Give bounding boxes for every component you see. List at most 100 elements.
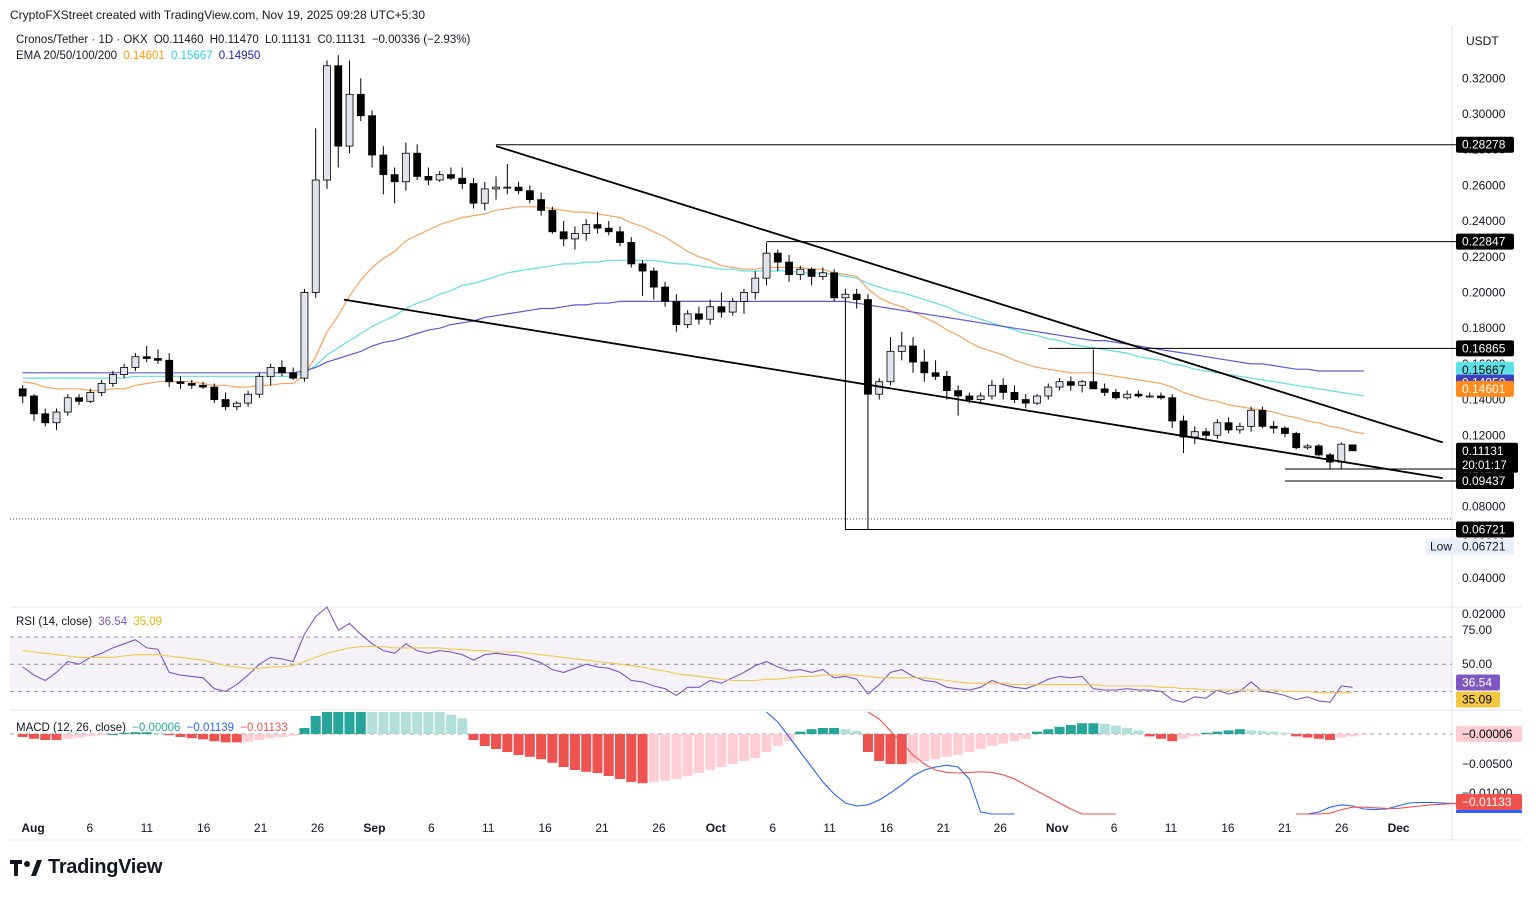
macd-histogram-bar (288, 734, 299, 736)
candle-body (503, 186, 512, 189)
rsi-legend: RSI (14, close) 36.54 35.09 (16, 616, 165, 628)
candle (751, 271, 760, 300)
macd-line (766, 711, 1015, 815)
time-axis-label: 6 (1111, 821, 1118, 835)
macd-histogram-bar (964, 734, 975, 752)
macd-histogram-bar (840, 729, 851, 734)
candle (176, 376, 185, 389)
macd-histogram-bar (209, 734, 220, 742)
macd-histogram-bar (412, 712, 423, 734)
macd-histogram-bar (299, 728, 310, 734)
high-value: H0.11470 (209, 34, 259, 46)
macd-histogram-bar (220, 734, 231, 743)
candle (165, 353, 174, 388)
candle (1281, 426, 1289, 438)
candle-body (356, 93, 365, 117)
candle-body (458, 177, 467, 184)
candle-body (706, 306, 715, 320)
candle (447, 167, 455, 180)
candle (187, 379, 196, 389)
macd-histogram-bar (829, 728, 840, 734)
macd-histogram-bar (817, 728, 828, 734)
tradingview-logo[interactable]: TradingView (10, 856, 162, 879)
candle-body (187, 383, 196, 386)
ema-price-tag (1456, 361, 1514, 378)
candle-body (210, 386, 219, 400)
candle-body (345, 93, 354, 147)
macd-histogram-bar (1032, 731, 1042, 734)
ema-price-label: 0.14601 (1462, 382, 1506, 396)
rsi-value-tag (1456, 674, 1500, 691)
macd-histogram-bar (344, 712, 355, 734)
candle (503, 163, 512, 195)
candle-body (435, 174, 444, 181)
candle (244, 390, 253, 407)
price-tick-label: 0.04000 (1462, 571, 1506, 585)
candle-body (41, 413, 50, 424)
macd-histogram-bar (806, 729, 817, 734)
macd-histogram-bar (333, 712, 344, 734)
macd-histogram-bar (1178, 734, 1189, 739)
symbol-label[interactable]: Cronos/Tether · 1D · OKX (16, 34, 148, 46)
candle-body (773, 252, 782, 263)
macd-histogram-bar (615, 734, 626, 779)
macd-histogram-bar (569, 734, 580, 770)
candle (1100, 383, 1109, 396)
ema-label[interactable]: EMA 20/50/100/200 (16, 50, 118, 62)
time-axis-label: 11 (482, 821, 495, 835)
candle (210, 383, 219, 404)
candle (480, 181, 489, 211)
macd-histogram-bar (671, 734, 682, 779)
candle (785, 254, 793, 282)
macd-histogram-bar (423, 712, 434, 734)
candle (379, 146, 388, 195)
candle-body (221, 399, 230, 408)
rsi-label[interactable]: RSI (14, close) (16, 616, 93, 628)
candle-body (1044, 386, 1053, 397)
time-axis-label: 26 (1335, 821, 1349, 835)
macd-histogram-bar (96, 734, 107, 736)
candle (897, 331, 906, 361)
macd-histogram-bar (265, 734, 276, 739)
candle (548, 206, 557, 234)
candle-body (300, 292, 309, 379)
low-marker-label: Low (1430, 539, 1452, 553)
candle (537, 192, 546, 216)
candle-body (289, 372, 298, 379)
candle (1066, 376, 1075, 391)
macd-histogram-bar (1122, 728, 1133, 734)
candle-body (52, 411, 61, 424)
candle (1269, 420, 1278, 434)
macd-histogram-bar (457, 718, 468, 734)
candle (1134, 390, 1143, 398)
candle (1179, 415, 1188, 454)
candle-body (131, 356, 140, 368)
candle-body (154, 358, 162, 361)
macd-histogram-bar (660, 734, 671, 781)
macd-histogram-bar (1358, 734, 1369, 735)
time-axis-label: 21 (937, 821, 951, 835)
macd-histogram-bar (491, 734, 502, 749)
candle-body (548, 209, 557, 233)
candle (695, 306, 703, 325)
time-axis-label: 11 (1165, 821, 1178, 835)
time-axis-label: Aug (21, 821, 44, 835)
macd-label[interactable]: MACD (12, 26, close) (16, 722, 126, 734)
price-tick-label: 0.32000 (1462, 71, 1506, 85)
candle-body (424, 176, 433, 181)
candle (108, 370, 117, 388)
wedge-lower-trendline (343, 298, 1443, 479)
macd-histogram-bar (953, 734, 964, 755)
candle (300, 288, 309, 382)
macd-histogram-bar (1291, 734, 1302, 737)
candle-body (142, 356, 151, 359)
rsi-tick-label: 50.00 (1462, 657, 1492, 671)
candle (773, 249, 782, 272)
level-price-tag (1456, 473, 1514, 490)
candle (323, 60, 331, 189)
macd-histogram-bar (468, 734, 479, 740)
level-price-label: 0.22847 (1462, 235, 1506, 249)
candle-body (1314, 445, 1323, 456)
candle-body (920, 361, 929, 374)
